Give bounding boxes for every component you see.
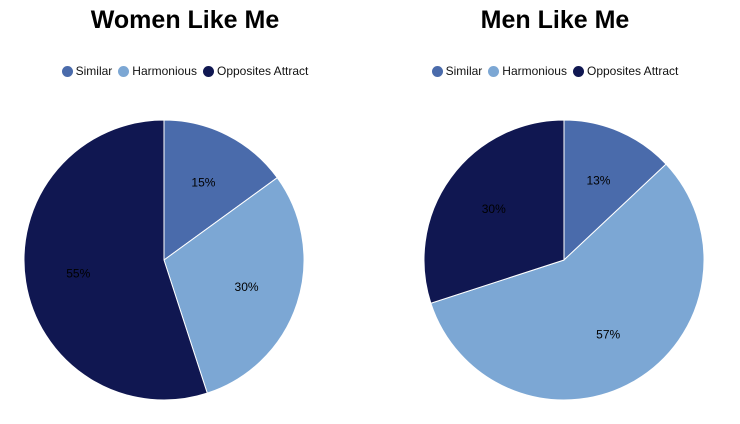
- legend-dot-opposites-attract: [202, 65, 214, 77]
- legend-label: Harmonious: [502, 64, 567, 78]
- pie-slice-opposites-attract: [23, 119, 208, 401]
- pie-chart: 15% 30% 55%: [23, 119, 305, 401]
- pie-slice-opposites-attract: [423, 119, 565, 304]
- slice-label-opposites-attract: 55%: [66, 267, 90, 281]
- chart-title: Women Like Me: [90, 6, 280, 34]
- pie-chart: 13% 57% 30%: [423, 119, 705, 401]
- pie-slice-harmonious: [163, 177, 305, 394]
- legend-item-similar: Similar: [431, 64, 483, 78]
- legend-dot-harmonious: [488, 65, 500, 77]
- legend-label: Similar: [75, 64, 113, 78]
- slice-label-similar: 13%: [586, 173, 610, 187]
- slice-label-opposites-attract: 30%: [482, 202, 506, 216]
- legend: Similar Harmonious Opposites Attract: [0, 64, 370, 78]
- pie-slice-similar: [163, 119, 278, 261]
- legend-dot-opposites-attract: [572, 65, 584, 77]
- legend-label: Harmonious: [132, 64, 197, 78]
- slice-label-harmonious: 57%: [596, 328, 620, 342]
- chart-men: Men Like Me Similar Harmonious Opposites…: [370, 0, 740, 424]
- legend-item-opposites-attract: Opposites Attract: [572, 64, 679, 78]
- chart-title: Men Like Me: [480, 6, 630, 34]
- chart-women: Women Like Me Similar Harmonious Opposit…: [0, 6, 370, 401]
- legend-label: Similar: [445, 64, 483, 78]
- legend-item-similar: Similar: [61, 64, 113, 78]
- legend-label: Opposites Attract: [586, 64, 679, 78]
- legend-item-harmonious: Harmonious: [118, 64, 197, 78]
- legend-dot-similar: [431, 65, 443, 77]
- legend-item-harmonious: Harmonious: [488, 64, 567, 78]
- pie-slice-similar: [563, 119, 667, 262]
- legend-dot-similar: [61, 65, 73, 77]
- slice-label-similar: 15%: [191, 176, 215, 190]
- pie-slice-harmonious: [430, 163, 705, 401]
- legend-item-opposites-attract: Opposites Attract: [202, 64, 309, 78]
- legend: Similar Harmonious Opposites Attract: [370, 64, 740, 78]
- legend-label: Opposites Attract: [216, 64, 309, 78]
- slice-label-harmonious: 30%: [235, 280, 259, 294]
- legend-dot-harmonious: [118, 65, 130, 77]
